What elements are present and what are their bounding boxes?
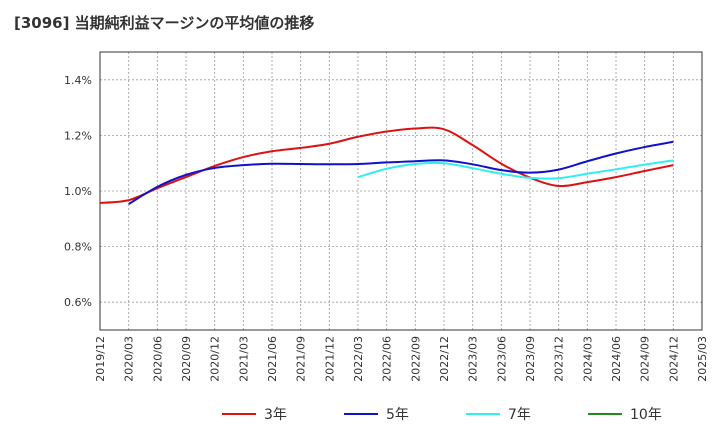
y-axis-ticks: 0.6% 0.8% 1.0% 1.2% 1.4% <box>64 74 92 309</box>
x-tick-label: 2020/12 <box>209 336 222 382</box>
x-tick-label: 2023/09 <box>524 336 537 382</box>
series-line-3年 <box>99 126 674 204</box>
x-tick-label: 2024/09 <box>639 336 652 382</box>
x-tick-label: 2020/03 <box>123 336 136 382</box>
x-tick-label: 2022/03 <box>352 336 365 382</box>
series-line-7年 <box>357 159 674 180</box>
x-tick-label: 2022/06 <box>381 336 394 382</box>
x-tick-label: 2023/12 <box>553 336 566 382</box>
y-tick-label: 1.4% <box>64 74 92 87</box>
y-tick-label: 1.0% <box>64 185 92 198</box>
series-lines <box>99 126 674 205</box>
x-tick-label: 2025/03 <box>696 336 709 382</box>
legend-label: 10年 <box>630 407 662 423</box>
x-tick-label: 2021/09 <box>295 336 308 382</box>
x-tick-label: 2021/03 <box>237 336 250 382</box>
x-tick-label: 2021/06 <box>266 336 279 382</box>
x-tick-label: 2023/03 <box>467 336 480 382</box>
x-tick-label: 2024/03 <box>581 336 594 382</box>
y-tick-label: 0.8% <box>64 241 92 254</box>
legend: 3年 5年 7年 10年 <box>222 407 662 423</box>
chart-title: [3096] 当期純利益マージンの平均値の推移 <box>14 14 315 32</box>
x-tick-label: 2022/09 <box>409 336 422 382</box>
y-tick-label: 1.2% <box>64 129 92 142</box>
x-tick-label: 2020/06 <box>151 336 164 382</box>
x-tick-label: 2019/12 <box>94 336 107 382</box>
legend-label: 7年 <box>508 407 531 423</box>
grid <box>100 52 702 330</box>
y-tick-label: 0.6% <box>64 296 92 309</box>
x-tick-label: 2021/12 <box>323 336 336 382</box>
x-tick-label: 2020/09 <box>180 336 193 382</box>
x-axis-ticks: 2019/12 2020/03 2020/06 2020/09 2020/12 2021/… <box>94 336 709 382</box>
x-tick-label: 2024/06 <box>610 336 623 382</box>
plot-area-border <box>99 51 703 331</box>
x-tick-label: 2023/06 <box>495 336 508 382</box>
series-line-5年 <box>128 140 674 205</box>
legend-label: 5年 <box>386 407 409 423</box>
legend-label: 3年 <box>264 407 287 423</box>
x-tick-label: 2022/12 <box>438 336 451 382</box>
x-tick-label: 2024/12 <box>667 336 680 382</box>
